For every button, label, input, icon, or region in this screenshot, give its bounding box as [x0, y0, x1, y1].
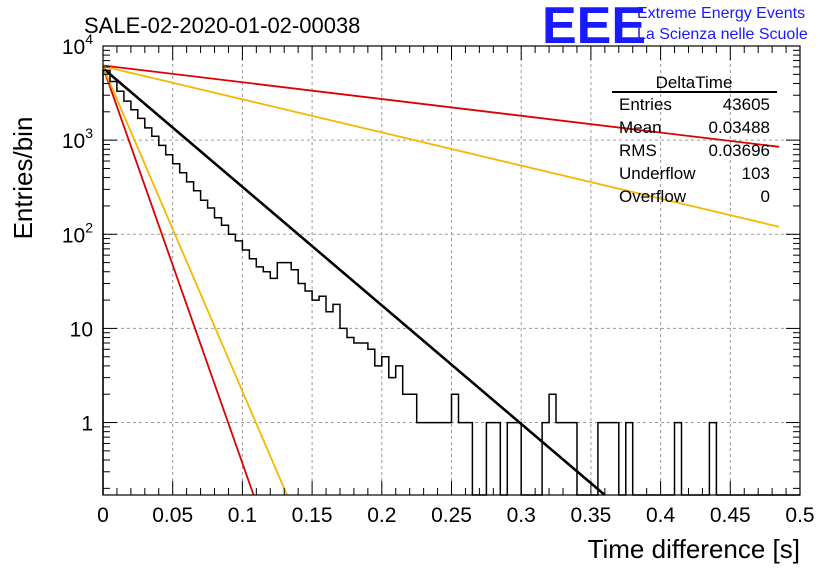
- stats-value: 0.03696: [709, 141, 770, 160]
- series-line-1: [102, 64, 780, 148]
- eee-logo-line-1: Extreme Energy Events: [637, 5, 805, 22]
- plot-area: [102, 45, 801, 496]
- x-tick-label: 0.25: [431, 504, 472, 527]
- y-tick-label: 10: [70, 318, 93, 341]
- stats-label: RMS: [619, 141, 657, 160]
- series-line-2: [102, 65, 780, 228]
- series-line-4: [102, 66, 288, 496]
- tick-layer: [102, 45, 801, 495]
- x-tick-label: 0.35: [570, 504, 611, 527]
- plot-frame: [102, 45, 801, 496]
- stats-label: Entries: [619, 95, 672, 114]
- stats-value: 103: [742, 164, 770, 183]
- x-tick-label: 0.5: [785, 504, 814, 527]
- y-tick-labels: 1 10 102 103 104: [62, 31, 93, 436]
- y-tick-label: 104: [62, 31, 93, 59]
- y-tick-label: 103: [62, 125, 93, 153]
- x-tick-label: 0.3: [507, 504, 536, 527]
- y-axis-label: Entries/bin: [8, 117, 38, 240]
- stats-label: Overflow: [619, 187, 687, 206]
- x-axis-label: Time difference [s]: [588, 534, 800, 564]
- eee-logo-line-2: La Scienza nelle Scuole: [637, 26, 808, 43]
- x-tick-label: 0.1: [228, 504, 257, 527]
- x-tick-label: 0.05: [152, 504, 193, 527]
- x-tick-label: 0: [97, 504, 109, 527]
- chart-title: SALE-02-2020-01-02-00038: [84, 13, 360, 38]
- x-tick-labels: 0 0.05 0.1 0.15 0.2 0.25 0.3 0.35 0.4 0.45 0.5: [97, 504, 814, 527]
- x-tick-label: 0.4: [646, 504, 676, 527]
- stats-label: Underflow: [619, 164, 696, 183]
- stats-value: 43605: [723, 95, 770, 114]
- stats-rows: Entries 43605 Mean 0.03488 RMS 0.03696 Underfl…: [619, 95, 770, 206]
- stats-value: 0: [761, 187, 770, 206]
- stats-value: 0.03488: [709, 118, 770, 137]
- stats-label: Mean: [619, 118, 662, 137]
- eee-logo: EEE: [542, 0, 646, 55]
- y-tick-label: 102: [62, 219, 93, 247]
- series-line-3: [102, 66, 255, 496]
- x-tick-label: 0.2: [367, 504, 396, 527]
- x-tick-label: 0.15: [292, 504, 333, 527]
- x-tick-label: 0.45: [710, 504, 751, 527]
- stats-box: DeltaTime Entries 43605 Mean 0.03488 RMS 0.03…: [612, 73, 777, 206]
- y-tick-label: 1: [81, 413, 93, 436]
- stats-title: DeltaTime: [656, 73, 733, 92]
